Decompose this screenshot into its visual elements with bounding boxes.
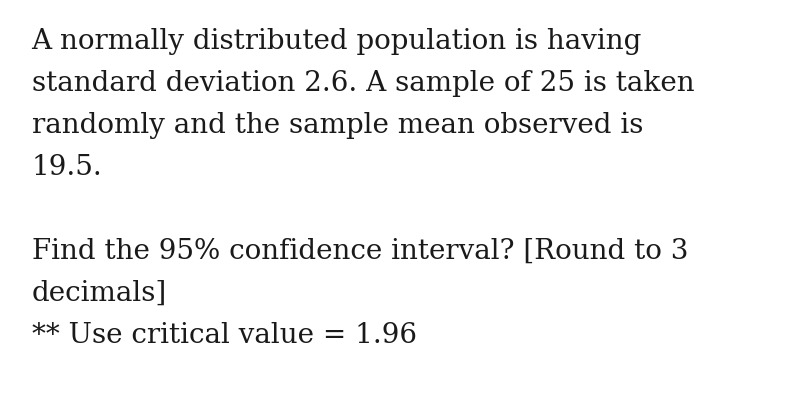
- Text: randomly and the sample mean observed is: randomly and the sample mean observed is: [32, 112, 643, 139]
- Text: ** Use critical value = 1.96: ** Use critical value = 1.96: [32, 322, 416, 349]
- Text: Find the 95% confidence interval? [Round to 3: Find the 95% confidence interval? [Round…: [32, 238, 688, 265]
- Text: decimals]: decimals]: [32, 280, 167, 307]
- Text: 19.5.: 19.5.: [32, 154, 103, 181]
- Text: A normally distributed population is having: A normally distributed population is hav…: [32, 28, 642, 55]
- Text: standard deviation 2.6. A sample of 25 is taken: standard deviation 2.6. A sample of 25 i…: [32, 70, 694, 97]
